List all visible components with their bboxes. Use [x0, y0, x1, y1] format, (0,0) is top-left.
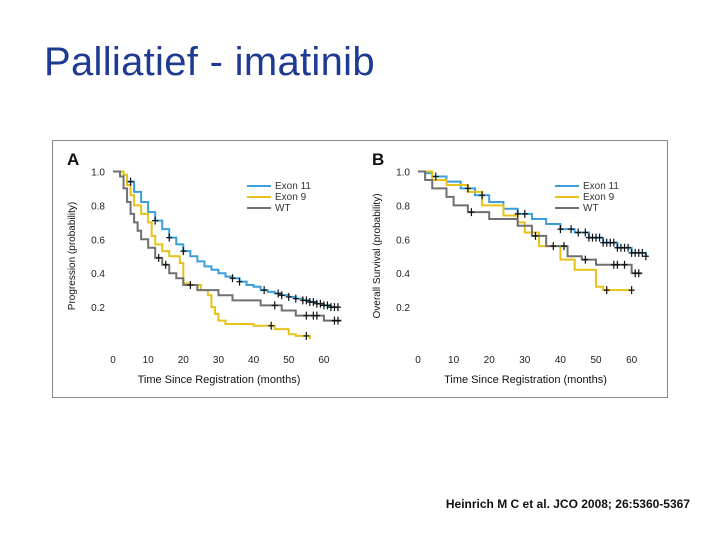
censor-mark: [229, 274, 236, 283]
censor-mark: [303, 296, 310, 305]
censor-mark: [187, 281, 194, 290]
censor-mark: [582, 255, 589, 264]
figure-frame: A 0.2 0.4 0.6 0.8 1.0 0 10 20 30 40 50 60 Time Since …: [52, 140, 668, 398]
censor-mark: [514, 209, 521, 218]
x-tick-label: 30: [519, 355, 531, 366]
y-tick-label: 0.2: [396, 303, 410, 314]
censor-mark: [313, 311, 320, 320]
censor-mark: [568, 225, 575, 234]
censor-mark: [614, 260, 621, 269]
censor-mark: [639, 248, 646, 257]
y-tick-label: 0.8: [91, 201, 105, 212]
censor-mark: [155, 253, 162, 262]
censor-mark: [550, 242, 557, 251]
series-line-wt: [113, 170, 342, 322]
x-tick-label: 60: [626, 355, 638, 366]
censor-mark: [285, 292, 292, 301]
x-tick-label: 40: [248, 355, 260, 366]
y-tick-label: 0.2: [91, 303, 105, 314]
series-line-exon-11: [113, 170, 338, 309]
y-tick-label: 0.6: [91, 235, 105, 246]
censor-mark: [560, 242, 567, 251]
censor-mark: [603, 286, 610, 295]
panel-b: B 0.2 0.4 0.6 0.8 1.0 0 10 20 30 40 50 60 Time Since …: [372, 150, 649, 386]
x-tick-label: 0: [110, 355, 116, 366]
x-axis-label: Time Since Registration (months): [444, 374, 607, 386]
legend-entry: Exon 11: [275, 181, 311, 192]
censor-mark: [180, 247, 187, 256]
censor-mark: [628, 286, 635, 295]
censor-mark: [432, 172, 439, 181]
km-figure: A 0.2 0.4 0.6 0.8 1.0 0 10 20 30 40 50 60 Time Since …: [67, 150, 649, 386]
censor-mark: [162, 260, 169, 269]
y-tick-label: 0.8: [396, 201, 410, 212]
censor-mark: [271, 301, 278, 310]
citation: Heinrich M C et al. JCO 2008; 26:5360-53…: [445, 497, 690, 511]
legend-entry: Exon 9: [275, 192, 307, 203]
censor-mark: [468, 208, 475, 217]
censor-mark: [635, 269, 642, 278]
y-axis-label: Overall Survival (probability): [372, 193, 383, 318]
censor-mark: [642, 252, 649, 261]
y-tick-label: 1.0: [91, 167, 105, 178]
legend-entry: WT: [275, 203, 291, 214]
censor-mark: [278, 291, 285, 300]
censor-mark: [621, 260, 628, 269]
x-axis-label: Time Since Registration (months): [138, 374, 301, 386]
x-tick-label: 20: [178, 355, 190, 366]
censor-mark: [532, 231, 539, 240]
censor-mark: [303, 331, 310, 340]
censor-mark: [275, 289, 282, 298]
censor-mark: [292, 294, 299, 303]
censor-mark: [625, 243, 632, 252]
x-tick-label: 0: [415, 355, 421, 366]
x-tick-label: 10: [143, 355, 155, 366]
x-tick-label: 50: [590, 355, 602, 366]
slide-title: Palliatief - imatinib: [44, 40, 375, 84]
censor-mark: [464, 184, 471, 193]
censor-mark: [127, 177, 134, 186]
y-axis-label: Progression (probability): [67, 202, 78, 310]
censor-mark: [317, 299, 324, 308]
legend-entry: Exon 9: [583, 192, 615, 203]
censor-mark: [166, 233, 173, 242]
x-tick-label: 40: [555, 355, 567, 366]
legend-entry: Exon 11: [583, 181, 619, 192]
panel-a: A 0.2 0.4 0.6 0.8 1.0 0 10 20 30 40 50 60 Time Since …: [67, 150, 342, 386]
x-tick-label: 30: [213, 355, 225, 366]
y-tick-label: 1.0: [396, 167, 410, 178]
x-tick-label: 10: [448, 355, 460, 366]
censor-mark: [596, 233, 603, 242]
censor-mark: [521, 209, 528, 218]
censor-mark: [582, 228, 589, 237]
y-tick-label: 0.4: [91, 269, 105, 280]
censor-mark: [479, 191, 486, 200]
censor-mark: [236, 277, 243, 286]
x-tick-label: 60: [318, 355, 330, 366]
legend-entry: WT: [583, 203, 599, 214]
censor-mark: [557, 225, 564, 234]
censor-mark: [152, 216, 159, 225]
series-line-wt: [418, 170, 643, 275]
censor-mark: [268, 321, 275, 330]
x-tick-label: 50: [283, 355, 295, 366]
censor-mark: [334, 303, 341, 312]
censor-mark: [575, 228, 582, 237]
panel-label: B: [372, 150, 384, 169]
censor-mark: [334, 316, 341, 325]
series-line-exon-9: [418, 170, 632, 292]
y-tick-label: 0.6: [396, 235, 410, 246]
censor-mark: [303, 311, 310, 320]
censor-mark: [324, 301, 331, 310]
censor-mark: [310, 298, 317, 307]
censor-mark: [261, 286, 268, 295]
censor-mark: [610, 238, 617, 247]
y-tick-label: 0.4: [396, 269, 410, 280]
panel-label: A: [67, 150, 79, 169]
x-tick-label: 20: [484, 355, 496, 366]
